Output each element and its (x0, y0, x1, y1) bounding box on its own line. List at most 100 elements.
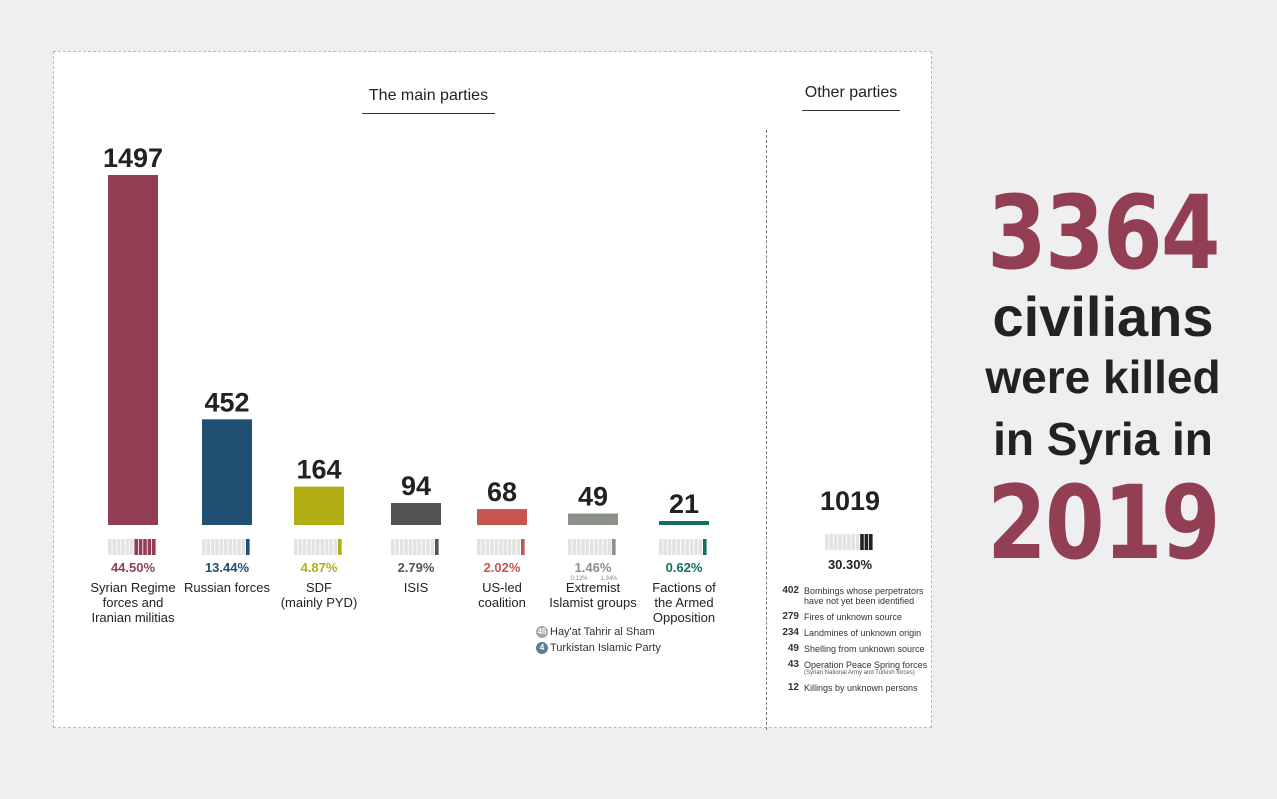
bar (568, 513, 618, 525)
category-label: (mainly PYD) (281, 595, 358, 610)
bar-value-label: 68 (487, 477, 517, 507)
percent-gauge-slot (224, 539, 228, 555)
category-label: ISIS (404, 580, 429, 595)
percent-gauge-slot (516, 539, 521, 555)
percent-gauge-slot (860, 534, 864, 550)
extremist-sub-percent: 1.34% (600, 576, 618, 582)
percent-gauge-slot (681, 539, 685, 555)
percent-gauge-slot (694, 539, 698, 555)
headline-total: 3364 (987, 174, 1220, 293)
percent-gauge-slot (408, 539, 413, 555)
percent-gauge-slot (338, 539, 342, 555)
percent-gauge-slot (147, 539, 152, 555)
percent-gauge-slot (585, 539, 590, 555)
percent-gauge-slot (232, 539, 237, 555)
bar-value-label: 49 (578, 482, 608, 512)
bar-value-label: 1497 (103, 143, 163, 173)
other-party-label: Bombings whose perpetrators have not yet… (804, 586, 924, 606)
other-party-label: Landmines of unknown origin (804, 628, 922, 638)
percent-gauge-slot (215, 539, 219, 555)
tip-count-badge: 4 (536, 642, 548, 655)
headline-line2: were killed (985, 351, 1221, 403)
bar (477, 509, 527, 525)
percent-gauge-slot (851, 534, 855, 550)
other-party-count: 12 (787, 682, 799, 693)
percent-gauge-slot (847, 534, 851, 550)
legend-tip: 4 Turkistan Islamic Party (536, 642, 661, 655)
percent-gauge-slot (507, 539, 512, 555)
category-label: coalition (478, 595, 526, 610)
percent-gauge-slot (512, 539, 516, 555)
other-parties-percent: 30.30% (828, 557, 873, 572)
percent-gauge-slot (294, 539, 298, 555)
section-divider (766, 130, 767, 730)
percent-gauge-slot (138, 539, 143, 555)
percent-gauge-slot (672, 539, 676, 555)
other-party-count: 402 (782, 585, 799, 596)
category-label: SDF (306, 580, 332, 595)
bar-percent-label: 2.79% (398, 560, 435, 575)
percent-gauge-slot (594, 539, 598, 555)
percent-gauge-slot (833, 534, 838, 550)
percent-gauge-slot (108, 539, 112, 555)
percent-gauge-slot (134, 539, 138, 555)
bar-percent-label: 44.50% (111, 560, 156, 575)
percent-gauge-slot (829, 534, 833, 550)
bar-percent-label: 1.46% (575, 560, 612, 575)
category-label: US-led (482, 580, 522, 595)
category-label: Islamist groups (549, 595, 637, 610)
other-party-item: 402 Bombings whose perpetrators have not … (772, 585, 932, 607)
other-party-item: 43 Operation Peace Spring forces (Syrian N… (772, 660, 932, 677)
main-parties-title: The main parties (362, 87, 495, 114)
hts-count-badge: 45 (536, 626, 548, 639)
percent-gauge-slot (421, 539, 426, 555)
extremist-sub-percent: 0.12% (570, 576, 588, 582)
percent-gauge-slot (825, 534, 829, 550)
percent-gauge-slot (143, 539, 147, 555)
chart-panel: The main parties Other parties 1497 44.50… (53, 51, 932, 730)
percent-gauge-slot (130, 539, 134, 555)
percent-gauge-slot (864, 534, 869, 550)
category-label: Extremist (566, 580, 621, 595)
bar (659, 521, 709, 525)
percent-gauge-slot (404, 539, 408, 555)
percent-gauge-slot (855, 534, 860, 550)
other-party-sublabel: (Syrian National Army and Turkish forces… (804, 670, 915, 676)
percent-gauge-slot (112, 539, 116, 555)
percent-gauge-slot (237, 539, 241, 555)
percent-gauge-slot (477, 539, 481, 555)
percent-gauge-slot (612, 539, 616, 555)
percent-gauge-slot (426, 539, 430, 555)
percent-gauge-slot (391, 539, 395, 555)
percent-gauge-slot (490, 539, 494, 555)
percent-gauge-slot (202, 539, 206, 555)
percent-gauge-slot (603, 539, 607, 555)
other-party-label: Shelling from unknown source (804, 644, 925, 654)
bar (294, 486, 344, 525)
other-party-count: 279 (782, 611, 799, 622)
category-label: Syrian Regime (90, 580, 175, 595)
bar (108, 175, 158, 525)
percent-gauge-slot (607, 539, 612, 555)
percent-gauge-slot (598, 539, 603, 555)
percent-gauge-slot (302, 539, 307, 555)
percent-gauge-slot (590, 539, 594, 555)
percent-gauge-slot (329, 539, 333, 555)
category-label: the Armed (654, 595, 713, 610)
other-parties-total: 1019 (820, 486, 880, 516)
headline-year: 2019 (987, 464, 1220, 583)
percent-gauge-slot (417, 539, 421, 555)
tip-label: Turkistan Islamic Party (550, 642, 661, 654)
bar (391, 503, 441, 525)
bar-percent-label: 13.44% (205, 560, 250, 575)
percent-gauge-slot (399, 539, 404, 555)
bar-percent-label: 4.87% (301, 560, 338, 575)
other-party-item: 279 Fires of unknown source (772, 611, 932, 623)
percent-gauge-slot (568, 539, 572, 555)
percent-gauge-slot (206, 539, 210, 555)
other-party-label: Fires of unknown source (804, 612, 903, 622)
other-party-count: 49 (787, 643, 799, 654)
percent-gauge-slot (219, 539, 224, 555)
percent-gauge-slot (320, 539, 324, 555)
